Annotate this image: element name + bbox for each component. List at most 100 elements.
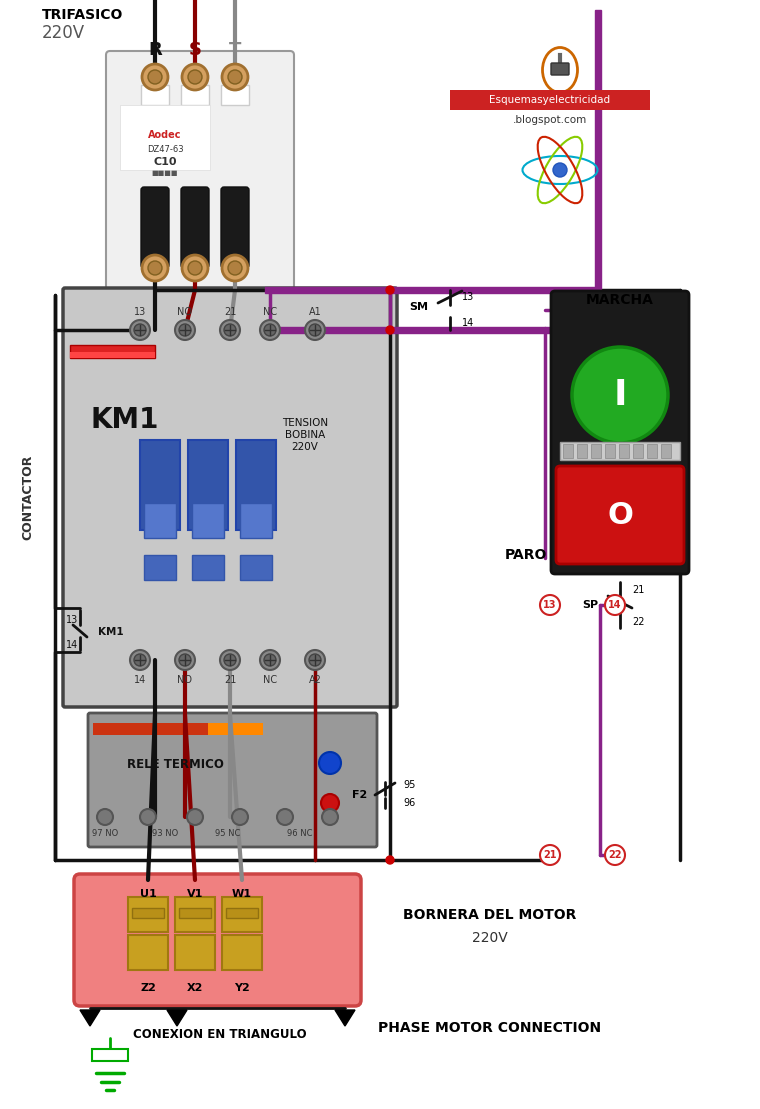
Circle shape <box>605 596 625 615</box>
Bar <box>619 444 629 458</box>
Bar <box>120 105 210 170</box>
FancyBboxPatch shape <box>221 187 249 268</box>
Text: Y2: Y2 <box>234 983 250 993</box>
Circle shape <box>309 324 321 336</box>
Bar <box>240 554 272 580</box>
FancyBboxPatch shape <box>181 187 209 268</box>
Text: 95: 95 <box>403 780 416 790</box>
FancyBboxPatch shape <box>106 51 294 294</box>
Text: NC: NC <box>263 307 277 317</box>
Circle shape <box>220 321 240 340</box>
Bar <box>192 503 224 538</box>
Bar <box>132 908 164 918</box>
Text: U1: U1 <box>140 889 157 899</box>
Text: BORNERA DEL MOTOR: BORNERA DEL MOTOR <box>404 908 577 922</box>
Text: 95 NC: 95 NC <box>215 828 241 837</box>
Circle shape <box>97 808 113 825</box>
Circle shape <box>224 324 236 336</box>
Circle shape <box>322 808 338 825</box>
Bar <box>265 287 600 293</box>
Circle shape <box>553 68 559 72</box>
Bar <box>265 327 595 333</box>
Circle shape <box>540 596 560 615</box>
Bar <box>605 444 615 458</box>
Text: PARO: PARO <box>505 548 547 562</box>
Bar <box>560 442 680 460</box>
Circle shape <box>228 261 242 275</box>
Circle shape <box>264 654 276 667</box>
Circle shape <box>130 321 150 340</box>
Text: 97 NO: 97 NO <box>92 828 118 837</box>
Text: C10: C10 <box>154 157 177 167</box>
Bar <box>222 897 262 932</box>
Text: T: T <box>229 41 241 59</box>
Circle shape <box>553 163 567 177</box>
Circle shape <box>264 324 276 336</box>
Text: X2: X2 <box>187 983 203 993</box>
Circle shape <box>130 650 150 670</box>
Bar <box>563 444 573 458</box>
Polygon shape <box>335 1010 355 1026</box>
Text: 96 NC: 96 NC <box>287 828 313 837</box>
Bar <box>647 444 657 458</box>
Text: F2: F2 <box>352 790 367 800</box>
Circle shape <box>182 255 208 281</box>
Bar <box>175 897 215 932</box>
FancyBboxPatch shape <box>74 874 361 1006</box>
Circle shape <box>134 324 146 336</box>
Circle shape <box>188 261 202 275</box>
Circle shape <box>222 64 248 90</box>
Text: 21: 21 <box>543 849 557 859</box>
FancyBboxPatch shape <box>63 288 397 708</box>
Text: Aodec: Aodec <box>148 130 182 140</box>
Bar <box>240 503 272 538</box>
Bar <box>128 935 168 970</box>
Text: SP: SP <box>582 600 598 610</box>
Text: PHASE MOTOR CONNECTION: PHASE MOTOR CONNECTION <box>378 1021 602 1035</box>
Text: 14: 14 <box>608 600 622 610</box>
Polygon shape <box>80 1010 100 1026</box>
FancyBboxPatch shape <box>551 63 569 75</box>
FancyBboxPatch shape <box>88 713 377 847</box>
FancyBboxPatch shape <box>556 466 684 564</box>
Circle shape <box>540 845 560 865</box>
Bar <box>140 440 180 530</box>
Bar <box>595 10 601 289</box>
Text: .blogspot.com: .blogspot.com <box>513 115 587 125</box>
Circle shape <box>319 752 341 774</box>
Bar <box>92 1049 128 1061</box>
Text: CONTACTOR: CONTACTOR <box>21 455 34 540</box>
Circle shape <box>142 255 168 281</box>
Circle shape <box>228 70 242 84</box>
Text: RELE TERMICO: RELE TERMICO <box>127 759 223 772</box>
FancyBboxPatch shape <box>551 291 689 574</box>
Text: 13: 13 <box>134 307 146 317</box>
Bar <box>70 352 155 358</box>
Text: A1: A1 <box>309 307 321 317</box>
Circle shape <box>140 808 156 825</box>
Text: NO: NO <box>178 675 192 685</box>
Bar <box>226 908 258 918</box>
Text: 21: 21 <box>632 586 644 596</box>
Text: A2: A2 <box>309 675 321 685</box>
Text: 13: 13 <box>462 292 474 302</box>
Text: MARCHA: MARCHA <box>586 293 654 307</box>
Bar <box>179 908 211 918</box>
Circle shape <box>277 808 293 825</box>
Text: 21: 21 <box>223 675 236 685</box>
Text: Esquemasyelectricidad: Esquemasyelectricidad <box>489 95 610 105</box>
Circle shape <box>224 654 236 667</box>
Circle shape <box>386 286 394 294</box>
Text: TENSION
BOBINA
220V: TENSION BOBINA 220V <box>282 418 328 451</box>
Text: 220V: 220V <box>472 930 508 945</box>
Circle shape <box>222 255 248 281</box>
Text: SM: SM <box>409 302 428 312</box>
Circle shape <box>179 324 191 336</box>
Bar <box>236 440 276 530</box>
Text: 93 NO: 93 NO <box>152 828 178 837</box>
Text: W1: W1 <box>232 889 252 899</box>
Text: NO: NO <box>178 307 192 317</box>
Text: 21: 21 <box>223 307 236 317</box>
Text: DZ47-63: DZ47-63 <box>147 144 183 153</box>
Circle shape <box>386 856 394 864</box>
